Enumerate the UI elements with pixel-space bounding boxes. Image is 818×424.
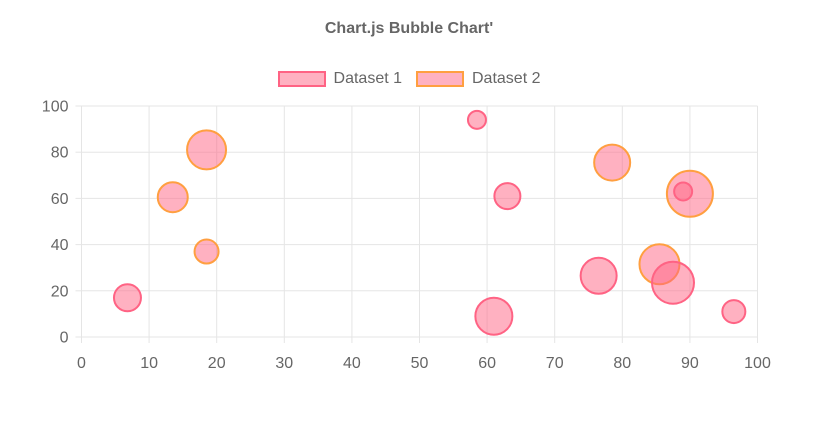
x-tick-label: 50 bbox=[411, 355, 429, 372]
series-dataset-1 bbox=[112, 109, 747, 336]
bubble-dataset-2[interactable] bbox=[593, 143, 632, 182]
x-tick-label: 60 bbox=[478, 355, 496, 372]
x-tick-label: 80 bbox=[613, 355, 631, 372]
x-tick-label: 30 bbox=[275, 355, 293, 372]
legend-label: Dataset 2 bbox=[472, 70, 541, 87]
legend-swatch bbox=[277, 71, 326, 87]
y-tick-label: 80 bbox=[51, 145, 69, 162]
bubble-dataset-2[interactable] bbox=[193, 238, 220, 265]
chart-title: Chart.js Bubble Chart' bbox=[324, 20, 494, 37]
bubble-dataset-1[interactable] bbox=[493, 182, 522, 211]
bubble-dataset-1[interactable] bbox=[721, 299, 747, 325]
y-tick-label: 0 bbox=[60, 330, 69, 347]
bubble-dataset-1[interactable] bbox=[579, 256, 618, 295]
axis-tick-labels: 0 10 20 30 40 50 60 70 80 90 100 0 20 40 60 80 100 bbox=[42, 99, 771, 373]
bubble-dataset-2[interactable] bbox=[156, 181, 189, 214]
legend-swatch bbox=[416, 71, 464, 87]
x-tick-label: 10 bbox=[140, 355, 158, 372]
bubble-dataset-1[interactable] bbox=[673, 181, 694, 202]
bubble-dataset-2[interactable] bbox=[186, 129, 228, 171]
y-tick-label: 40 bbox=[51, 237, 69, 254]
x-tick-label: 70 bbox=[546, 355, 564, 372]
legend-item-dataset-1[interactable]: Dataset 1 bbox=[277, 70, 402, 87]
y-tick-label: 100 bbox=[42, 99, 69, 116]
bubble-dataset-1[interactable] bbox=[474, 296, 514, 336]
x-tick-label: 90 bbox=[681, 355, 699, 372]
legend-item-dataset-2[interactable]: Dataset 2 bbox=[416, 71, 540, 87]
y-tick-label: 20 bbox=[51, 283, 69, 300]
x-tick-label: 0 bbox=[77, 355, 86, 372]
x-tick-label: 20 bbox=[208, 355, 226, 372]
bubble-dataset-1[interactable] bbox=[466, 109, 487, 130]
bubble-dataset-1[interactable] bbox=[112, 283, 142, 313]
series-dataset-2 bbox=[156, 129, 714, 286]
legend-label: Dataset 1 bbox=[333, 70, 402, 87]
y-tick-label: 60 bbox=[51, 191, 69, 208]
x-tick-label: 100 bbox=[744, 355, 771, 372]
x-tick-label: 40 bbox=[343, 355, 361, 372]
chart-legend: Dataset 1 Dataset 2 bbox=[0, 71, 818, 87]
grid bbox=[75, 105, 758, 343]
bubble-dataset-1[interactable] bbox=[651, 260, 695, 305]
